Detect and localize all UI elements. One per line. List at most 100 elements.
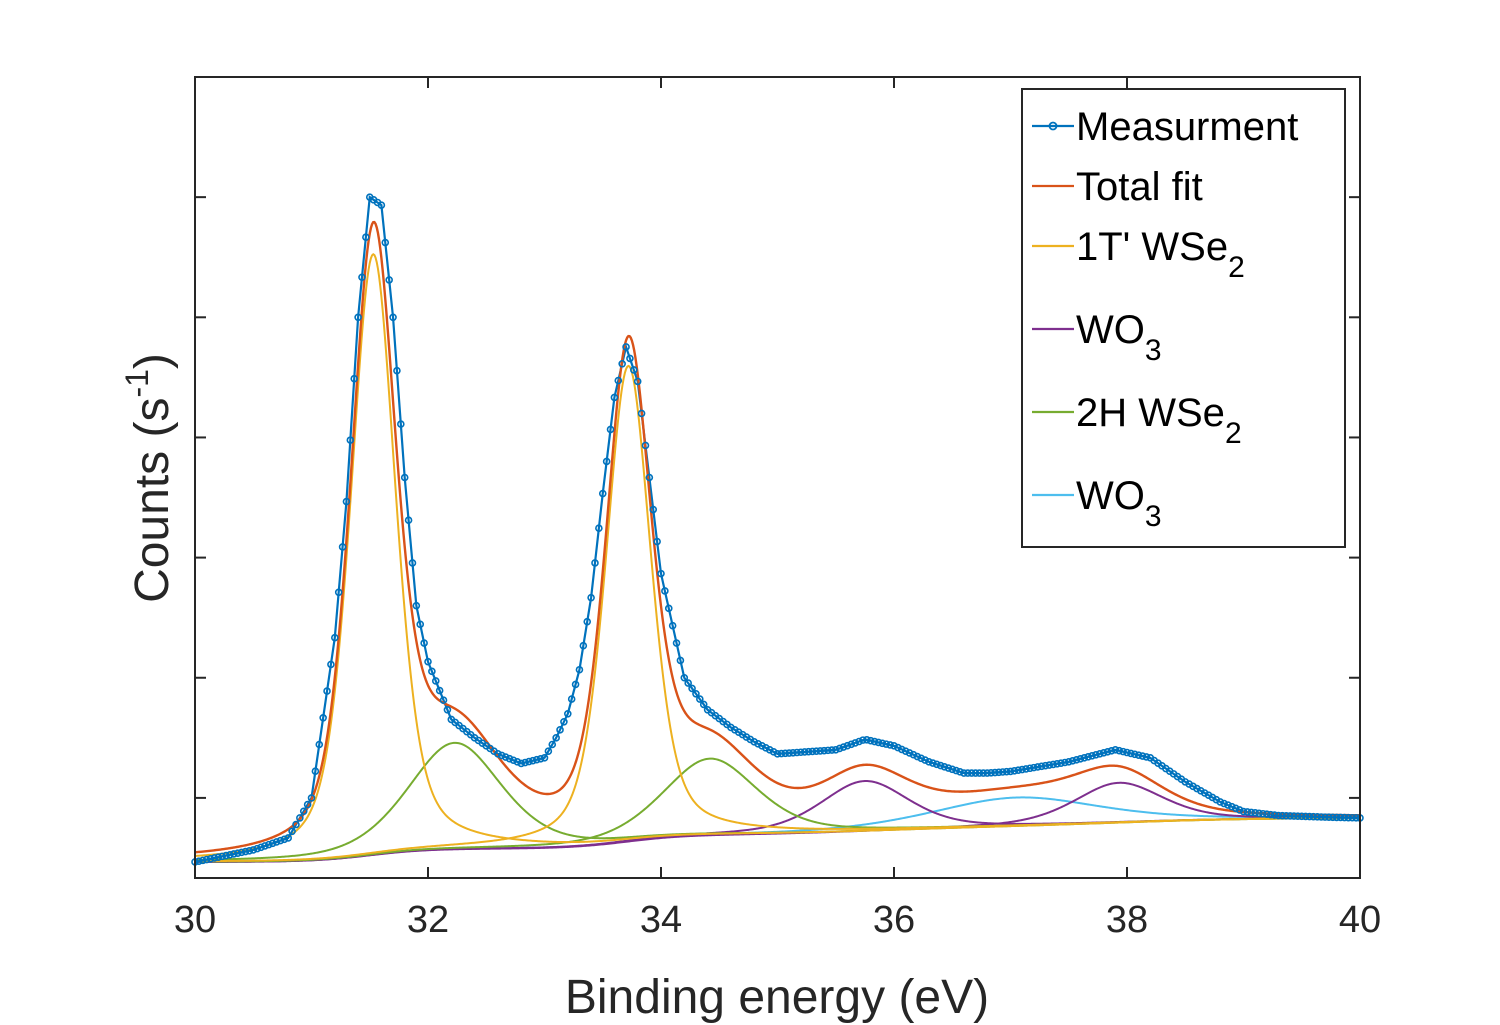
measurement-point <box>381 238 390 247</box>
measurement-point <box>1130 750 1139 759</box>
measurement-point <box>400 473 409 482</box>
measurement-point <box>653 537 661 546</box>
legend-label: Measurment <box>1076 105 1298 149</box>
measurement-point <box>762 744 770 752</box>
measurement-point <box>198 856 207 865</box>
measurement-point <box>1313 813 1322 821</box>
legend-entry: Total fit <box>1032 165 1203 209</box>
measurement-point <box>696 695 704 703</box>
measurement-point <box>1243 808 1252 816</box>
measurement-point <box>362 233 370 241</box>
measurement-point <box>1274 811 1283 820</box>
measurement-point <box>226 850 234 859</box>
measurement-point <box>334 588 343 597</box>
measurement-point <box>1348 813 1357 822</box>
measurement-point <box>253 844 261 853</box>
measurement-point <box>529 756 537 765</box>
measurement-point <box>1142 753 1151 761</box>
measurement-point <box>1336 813 1345 822</box>
x-tick-label: 36 <box>873 899 915 941</box>
x-tick-label: 34 <box>640 899 682 941</box>
measurement-point <box>1290 812 1298 820</box>
measurement-point <box>664 604 673 613</box>
measurement-point <box>940 763 949 771</box>
measurement-point <box>890 742 898 750</box>
measurement-point <box>1224 801 1232 809</box>
measurement-point <box>1057 759 1065 767</box>
measurement-point <box>816 747 825 755</box>
measurement-point <box>921 756 929 764</box>
measurement-point <box>828 746 836 754</box>
measurement-point <box>1329 813 1337 822</box>
measurement-point <box>637 409 646 418</box>
measurement-point <box>1099 749 1108 757</box>
measurement-point <box>264 840 273 849</box>
measurement-point <box>404 516 413 525</box>
measurement-point <box>501 753 510 761</box>
measurement-point <box>284 834 293 842</box>
measurement-point <box>319 713 327 722</box>
measurement-point <box>847 740 856 749</box>
measurement-point <box>971 769 980 777</box>
measurement-point <box>299 807 308 816</box>
measurement-point <box>233 849 242 857</box>
component-curve-1t-wse2-2 <box>195 364 1361 863</box>
x-axis-title: Binding energy (eV) <box>565 971 989 1024</box>
measurement-point <box>1030 763 1038 772</box>
measurement-point <box>1297 812 1306 821</box>
measurement-point <box>956 768 964 776</box>
measurement-point <box>998 768 1007 776</box>
measurement-point <box>1278 811 1287 820</box>
measurement-point <box>796 748 805 757</box>
measurement-point <box>323 687 331 695</box>
tick-layer <box>194 77 1361 878</box>
legend-label: WO3 <box>1076 308 1162 367</box>
measurement-point <box>521 758 529 767</box>
x-tick-label: 38 <box>1106 899 1148 941</box>
x-tick-label: 40 <box>1339 899 1381 941</box>
measurement-point <box>824 746 832 755</box>
y-axis-title-close: ) <box>126 353 179 369</box>
measurement-point <box>793 748 801 757</box>
measurement-point <box>412 601 421 610</box>
measurement-point <box>567 695 576 703</box>
legend-entry: 1T' WSe2 <box>1032 225 1245 284</box>
measurement-point <box>1107 747 1116 755</box>
measurement-point <box>626 354 634 363</box>
measurement-point <box>272 838 281 846</box>
measurement-point <box>431 677 440 685</box>
measurement-point <box>1037 762 1046 771</box>
measurement-point <box>952 766 960 775</box>
measurement-point <box>622 343 630 351</box>
measurement-point <box>327 660 335 669</box>
measurement-point <box>765 746 774 754</box>
measurement-point <box>1270 811 1279 819</box>
measurement-point <box>288 827 296 836</box>
measurement-point <box>494 750 502 758</box>
measurement-point <box>812 747 821 755</box>
measurement-point <box>587 593 595 602</box>
measurement-point <box>237 848 246 857</box>
measurement-point <box>210 854 219 862</box>
legend-entry: WO3 <box>1032 474 1162 533</box>
measurement-point <box>1220 799 1228 808</box>
measurement-point <box>1325 813 1333 822</box>
legend-items: Measurment Total fit 1T' WSe2 WO3 2H WSe2 WO3 <box>1032 105 1298 533</box>
measurement-point <box>1247 808 1256 817</box>
legend-label: 2H WSe2 <box>1076 391 1242 450</box>
measurement-point <box>280 835 289 844</box>
measurement-point <box>614 376 623 385</box>
measurement-point <box>1080 754 1089 762</box>
measurement-point <box>932 760 941 769</box>
measurement-point <box>342 497 351 506</box>
measurement-point <box>866 736 875 745</box>
measurement-point <box>249 846 258 854</box>
measurement-point <box>420 639 428 647</box>
measurement-point <box>649 505 658 514</box>
measurement-point <box>1061 758 1069 767</box>
measurement-point <box>222 851 230 860</box>
legend-box <box>1021 88 1346 548</box>
measurement-point <box>1344 813 1353 822</box>
measurement-point <box>1053 759 1061 768</box>
